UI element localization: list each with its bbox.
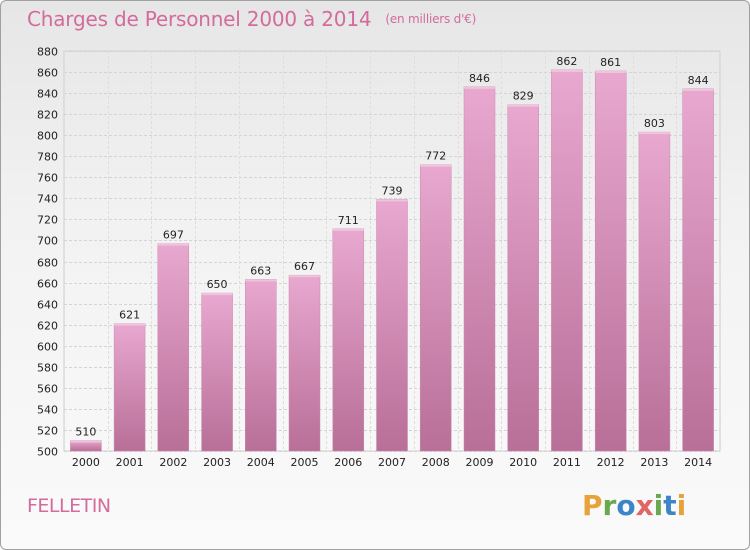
value-label: 510: [75, 426, 96, 439]
bar-2014: [682, 88, 714, 452]
y-tick-label: 700: [37, 235, 58, 248]
x-tick-label: 2001: [116, 456, 144, 469]
value-label: 621: [119, 309, 140, 322]
x-tick-label: 2005: [291, 456, 319, 469]
value-labels: 510 621 697 650 663 667 711 739 772 846 829 862 861 8…: [75, 55, 708, 439]
value-label: 846: [469, 72, 490, 85]
value-label: 772: [425, 150, 446, 163]
bar-top-highlight: [551, 69, 583, 72]
city-name: FELLETIN: [27, 495, 111, 517]
value-label: 697: [163, 229, 184, 242]
y-tick-label: 600: [37, 341, 58, 354]
x-tick-label: 2003: [203, 456, 231, 469]
chart-subtitle: (en milliers d'€): [385, 12, 477, 26]
bar-2004: [245, 279, 277, 452]
y-tick-label: 800: [37, 130, 58, 143]
bar-top-highlight: [289, 275, 320, 278]
x-tick-label: 2007: [378, 456, 406, 469]
bar-2013: [638, 131, 671, 452]
chart-title: Charges de Personnel 2000 à 2014 (en mill…: [27, 7, 476, 31]
value-label: 844: [688, 74, 709, 87]
logo-letter: r: [602, 489, 617, 522]
y-tick-label: 820: [37, 109, 58, 122]
bar-2003: [201, 292, 233, 452]
bar-2005: [288, 274, 321, 452]
value-label: 862: [556, 55, 577, 68]
bar-top-highlight: [332, 228, 364, 231]
bar-2002: [157, 243, 190, 452]
x-tick-label: 2002: [159, 456, 187, 469]
x-tick-label: 2013: [640, 456, 668, 469]
x-tick-label: 2004: [247, 456, 275, 469]
y-tick-label: 620: [37, 320, 58, 333]
bar-top-highlight: [595, 71, 627, 73]
y-tick-label: 720: [37, 214, 58, 227]
x-tick-label: 2014: [684, 456, 712, 469]
bar-top-highlight: [114, 323, 146, 326]
x-tick-label: 2010: [509, 456, 537, 469]
x-tick-label: 2012: [597, 456, 625, 469]
y-tick-label: 520: [37, 425, 58, 438]
logo-letter: t: [663, 489, 677, 522]
bar-2008: [419, 164, 452, 452]
y-tick-label: 580: [37, 362, 58, 375]
logo-letter: o: [616, 489, 636, 522]
y-axis-ticks: 500 520 540 560 580 600 620 640 660 680 700 720 740 7…: [37, 46, 58, 459]
bar-2006: [332, 228, 365, 452]
x-tick-label: 2008: [422, 456, 450, 469]
x-axis-ticks: 2000 2001 2002 2003 2004 2005 2006 2007 2008 2009…: [72, 456, 712, 469]
logo-letter: i: [676, 489, 687, 522]
y-tick-label: 500: [37, 446, 58, 459]
value-label: 861: [600, 56, 621, 69]
bar-2012: [594, 70, 627, 452]
bar-top-highlight: [464, 86, 495, 89]
bar-2011: [551, 69, 583, 452]
x-tick-label: 2006: [334, 456, 362, 469]
bar-top-highlight: [507, 104, 539, 107]
value-label: 650: [207, 278, 228, 291]
logo-letter: i: [653, 489, 664, 522]
logo-letter: P: [582, 489, 603, 522]
bar-2009: [463, 86, 496, 452]
bar-top-highlight: [70, 440, 102, 443]
x-tick-label: 2011: [553, 456, 581, 469]
value-label: 803: [644, 117, 665, 130]
y-tick-label: 540: [37, 404, 58, 417]
y-tick-label: 640: [37, 299, 58, 312]
y-tick-label: 560: [37, 383, 58, 396]
value-label: 663: [250, 264, 271, 277]
y-tick-label: 860: [37, 67, 58, 80]
y-tick-label: 760: [37, 172, 58, 185]
bar-top-highlight: [201, 293, 233, 296]
bars: [70, 69, 714, 452]
y-tick-label: 880: [37, 46, 58, 59]
y-tick-label: 680: [37, 257, 58, 270]
bar-2010: [507, 104, 539, 452]
bar-top-highlight: [638, 132, 670, 135]
bar-top-highlight: [420, 164, 452, 167]
bar-top-highlight: [682, 88, 714, 91]
bar-top-highlight: [376, 199, 408, 202]
value-label: 829: [513, 90, 534, 103]
value-label: 711: [338, 214, 359, 227]
chart-title-text: Charges de Personnel 2000 à 2014: [27, 7, 372, 31]
bar-2007: [376, 199, 408, 452]
bar-top-highlight: [157, 243, 189, 246]
y-tick-label: 840: [37, 88, 58, 101]
y-tick-label: 660: [37, 278, 58, 291]
x-tick-label: 2000: [72, 456, 100, 469]
y-tick-label: 740: [37, 193, 58, 206]
logo-letter: x: [635, 489, 654, 522]
bar-2001: [113, 323, 146, 452]
value-label: 739: [382, 184, 403, 197]
x-tick-label: 2009: [465, 456, 493, 469]
bar-top-highlight: [245, 279, 277, 282]
proxiti-logo: Proxiti: [582, 489, 686, 522]
value-label: 667: [294, 260, 315, 273]
y-tick-label: 780: [37, 151, 58, 164]
